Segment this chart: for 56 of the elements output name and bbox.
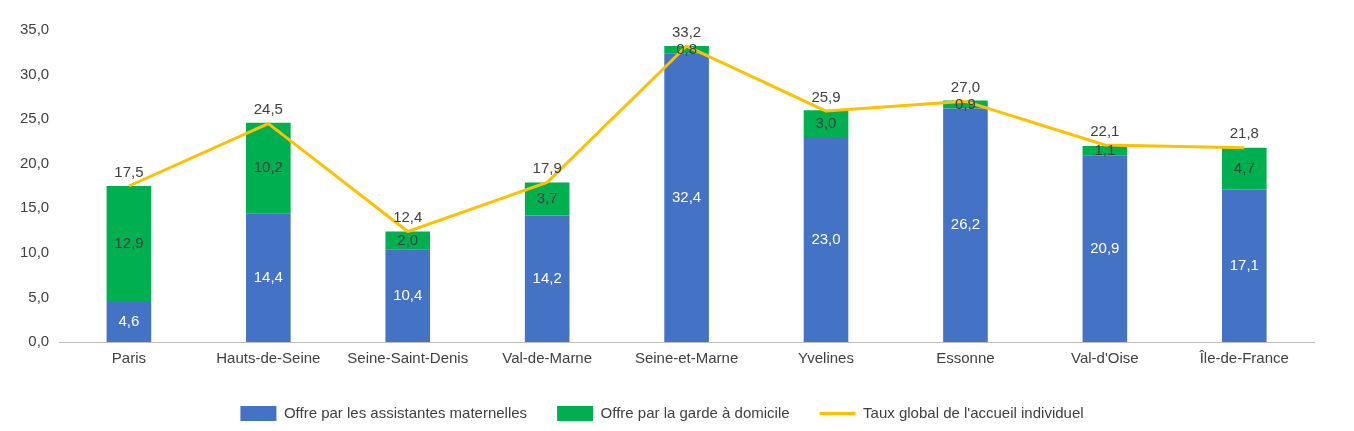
data-label: 17,1 xyxy=(1229,255,1259,273)
data-label: 4,7 xyxy=(1233,158,1255,176)
data-label: 33,2 xyxy=(672,22,702,40)
data-label: 12,4 xyxy=(393,208,423,226)
bar xyxy=(524,215,570,342)
legend-label: Offre par les assistantes maternelles xyxy=(283,403,528,421)
data-label: 3,0 xyxy=(815,113,837,131)
data-label: 32,4 xyxy=(672,187,702,205)
data-label: 17,5 xyxy=(114,162,144,180)
y-tick-label: 35,0 xyxy=(19,20,50,38)
data-label: 10,4 xyxy=(393,285,423,303)
data-label: 12,9 xyxy=(114,233,144,251)
legend-label: Taux global de l'accueil individuel xyxy=(863,403,1084,421)
x-tick-label: Paris xyxy=(111,349,146,367)
bar xyxy=(803,136,849,342)
bar xyxy=(1221,147,1267,190)
data-label: 24,5 xyxy=(253,100,283,118)
legend-label: Offre par la garde à domicile xyxy=(600,403,790,421)
data-label: 25,9 xyxy=(811,87,841,105)
bar xyxy=(106,300,152,342)
y-tick-label: 15,0 xyxy=(19,198,50,216)
bar xyxy=(1221,189,1267,342)
data-label: 1,1 xyxy=(1094,140,1116,158)
x-tick-label: Île-de-France xyxy=(1198,349,1289,367)
data-label: 26,2 xyxy=(950,215,981,233)
y-tick-label: 20,0 xyxy=(19,153,50,171)
data-label: 3,7 xyxy=(536,189,558,207)
x-tick-label: Seine-Saint-Denis xyxy=(347,349,469,367)
data-label: 27,0 xyxy=(950,77,981,95)
data-label: 10,2 xyxy=(253,158,283,176)
y-tick-label: 25,0 xyxy=(19,109,50,127)
x-tick-label: Hauts-de-Seine xyxy=(216,349,321,367)
y-tick-label: 30,0 xyxy=(19,64,50,82)
x-tick-label: Val-de-Marne xyxy=(502,349,593,367)
data-label: 14,4 xyxy=(253,267,283,285)
bar xyxy=(106,186,152,301)
x-tick-label: Yvelines xyxy=(798,349,854,367)
data-label: 4,6 xyxy=(118,311,140,329)
y-tick-label: 5,0 xyxy=(28,287,50,305)
y-tick-label: 0,0 xyxy=(28,332,50,350)
bar xyxy=(1082,155,1128,342)
x-tick-label: Seine-et-Marne xyxy=(634,349,739,367)
bar xyxy=(385,249,431,342)
y-tick-label: 10,0 xyxy=(19,243,50,260)
data-label: 22,1 xyxy=(1090,121,1120,139)
data-label: 0,8 xyxy=(676,39,698,57)
bar xyxy=(246,213,291,342)
x-tick-label: Val-d'Oise xyxy=(1071,349,1139,367)
bar xyxy=(246,122,291,214)
data-label: 23,0 xyxy=(811,229,841,247)
data-label: 20,9 xyxy=(1090,238,1120,256)
data-label: 21,8 xyxy=(1229,124,1259,142)
data-label: 17,9 xyxy=(532,159,562,177)
x-tick-label: Essonne xyxy=(936,349,995,367)
data-label: 14,2 xyxy=(532,268,562,286)
data-label: 2,0 xyxy=(397,230,419,248)
